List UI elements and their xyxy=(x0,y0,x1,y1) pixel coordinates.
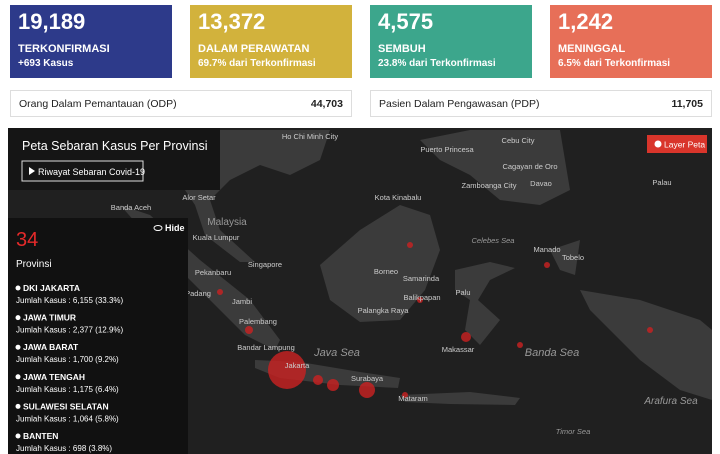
card-sub: 23.8% dari Terkonfirmasi xyxy=(378,58,496,69)
map-label: Alor Setar xyxy=(182,193,216,202)
history-button-label[interactable]: Riwayat Sebaran Covid-19 xyxy=(38,167,145,177)
map-label: Puerto Princesa xyxy=(420,145,474,154)
pin-icon xyxy=(15,374,21,380)
map-label: Jakarta xyxy=(285,361,310,370)
province-label: Provinsi xyxy=(16,259,52,270)
pdp-label: Pasien Dalam Pengawasan (PDP) xyxy=(379,97,540,110)
map-label: Tobelo xyxy=(562,253,584,262)
province-cases: Jumlah Kasus : 1,064 (5.8%) xyxy=(16,414,119,423)
card-sub: 6.5% dari Terkonfirmasi xyxy=(558,58,671,69)
map-label: Cagayan de Oro xyxy=(502,162,557,171)
odp-value: 44,703 xyxy=(310,97,343,110)
map-label: Manado xyxy=(533,245,560,254)
card-number: 19,189 xyxy=(18,9,86,34)
province-name: JAWA TENGAH xyxy=(23,372,85,382)
map-title: Peta Sebaran Kasus Per Provinsi xyxy=(22,139,208,153)
card-number: 4,575 xyxy=(378,9,434,34)
map-label: Timor Sea xyxy=(556,427,591,436)
province-name: JAWA TIMUR xyxy=(23,313,76,323)
card-deaths: 1,242 MENINGGAL 6.5% dari Terkonfirmasi xyxy=(550,5,712,78)
province-name: DKI JAKARTA xyxy=(23,283,80,293)
play-icon xyxy=(29,167,35,175)
map-label: Palu xyxy=(455,288,470,297)
map-label: Kota Kinabalu xyxy=(375,193,422,202)
card-label: DALAM PERAWATAN xyxy=(198,43,310,55)
map-label: Banda Sea xyxy=(525,347,579,359)
card-confirmed: 19,189 TERKONFIRMASI +693 Kasus xyxy=(10,5,172,78)
map: Ho Chi Minh City Puerto Princesa Cebu Ci… xyxy=(8,128,712,454)
layer-button-label[interactable]: Layer Peta xyxy=(664,140,705,150)
map-label: Surabaya xyxy=(351,374,384,383)
map-label: Padang xyxy=(185,289,211,298)
map-label: Java Sea xyxy=(313,347,360,359)
pin-icon xyxy=(15,433,21,439)
history-button[interactable] xyxy=(21,160,144,182)
province-name: BANTEN xyxy=(23,431,58,441)
eye-icon xyxy=(153,225,163,231)
card-label: TERKONFIRMASI xyxy=(18,43,110,55)
map-label: Palangka Raya xyxy=(358,306,410,315)
map-label: Zamboanga City xyxy=(461,181,516,190)
map-label: Kuala Lumpur xyxy=(193,233,240,242)
map-label: Ho Chi Minh City xyxy=(282,132,339,141)
map-label: Jambi xyxy=(232,297,252,306)
map-label: Balikpapan xyxy=(403,293,440,302)
map-label: Bandar Lampung xyxy=(237,343,295,352)
map-label: Mataram xyxy=(398,394,428,403)
card-sub: +693 Kasus xyxy=(18,58,74,69)
layer-button[interactable] xyxy=(647,135,707,153)
map-label: Pekanbaru xyxy=(195,268,231,277)
pdp-box: Pasien Dalam Pengawasan (PDP) 11,705 xyxy=(370,90,712,117)
pin-icon xyxy=(15,315,21,321)
map-labels: Ho Chi Minh City Puerto Princesa Cebu Ci… xyxy=(111,132,698,436)
province-cases: Jumlah Kasus : 698 (3.8%) xyxy=(16,444,112,453)
map-label: Davao xyxy=(530,179,552,188)
province-cases: Jumlah Kasus : 6,155 (33.3%) xyxy=(16,296,124,305)
map-label: Celebes Sea xyxy=(472,236,515,245)
map-label: Palau xyxy=(652,178,671,187)
card-recovered: 4,575 SEMBUH 23.8% dari Terkonfirmasi xyxy=(370,5,532,78)
map-label: Borneo xyxy=(374,267,398,276)
province-cases: Jumlah Kasus : 1,175 (6.4%) xyxy=(16,385,119,394)
card-label: MENINGGAL xyxy=(558,43,626,55)
pin-icon xyxy=(15,344,21,350)
card-sub: 69.7% dari Terkonfirmasi xyxy=(198,58,316,69)
province-name: JAWA BARAT xyxy=(23,342,79,352)
province-cases: Jumlah Kasus : 2,377 (12.9%) xyxy=(16,326,124,335)
card-label: SEMBUH xyxy=(378,43,426,55)
pdp-value: 11,705 xyxy=(671,97,703,110)
province-list: DKI JAKARTA Jumlah Kasus : 6,155 (33.3%) J… xyxy=(15,283,124,453)
card-number: 13,372 xyxy=(198,9,266,34)
map-label: Cebu City xyxy=(502,136,535,145)
card-number: 1,242 xyxy=(558,9,614,34)
layer-icon xyxy=(654,140,662,148)
map-label: Banda Aceh xyxy=(111,203,151,212)
hide-button[interactable]: Hide xyxy=(165,223,185,233)
map-header xyxy=(8,128,220,190)
card-treated: 13,372 DALAM PERAWATAN 69.7% dari Terkonfi… xyxy=(190,5,352,78)
map-label: Arafura Sea xyxy=(643,396,698,407)
province-panel xyxy=(8,218,188,454)
province-cases: Jumlah Kasus : 1,700 (9.2%) xyxy=(16,355,119,364)
province-count: 34 xyxy=(16,229,38,251)
map-label: Makassar xyxy=(442,345,475,354)
map-label: Samarinda xyxy=(403,274,440,283)
pin-icon xyxy=(15,403,21,409)
odp-box: Orang Dalam Pemantauan (ODP) 44,703 xyxy=(10,90,352,117)
map-label: Palembang xyxy=(239,317,277,326)
pin-icon xyxy=(15,285,21,291)
province-name: SULAWESI SELATAN xyxy=(23,401,109,411)
case-bubbles xyxy=(217,242,653,398)
odp-label: Orang Dalam Pemantauan (ODP) xyxy=(19,97,177,110)
map-label: Singapore xyxy=(248,260,282,269)
map-label: Malaysia xyxy=(207,217,247,228)
